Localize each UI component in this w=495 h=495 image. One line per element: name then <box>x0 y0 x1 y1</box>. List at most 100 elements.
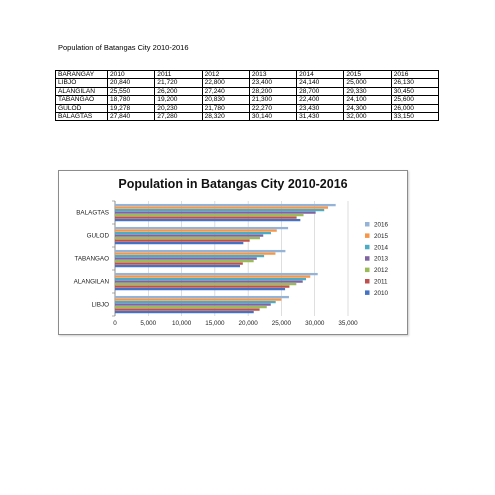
table-row: TABANGAO 18,780 19,200 20,830 21,300 22,400 24… <box>55 95 440 105</box>
category-label: BALAGTAS <box>76 210 109 217</box>
x-tick-label: 10,000 <box>172 320 192 327</box>
bar-libjo-2012 <box>115 305 267 309</box>
bar-gulod-2016 <box>115 226 289 230</box>
document-title: Population of Batangas City 2010-2016 <box>58 43 189 52</box>
table-cell: 25,600 <box>390 95 440 105</box>
bar-tabangao-2012 <box>115 259 254 263</box>
bar-gulod-2011 <box>115 239 250 242</box>
bar-libjo-2013 <box>115 303 271 306</box>
bar-tabangao-2011 <box>115 262 243 265</box>
table-cell: 25,550 <box>106 86 156 97</box>
table-header-cell: 2015 <box>343 69 392 80</box>
table-cell: 24,140 <box>296 78 345 88</box>
table-cell: 28,320 <box>201 112 250 122</box>
table-cell: 29,330 <box>343 86 392 97</box>
table-header-cell: BARANGAY <box>55 69 108 80</box>
chart-plot-area: 0 5,000 10,000 15,000 20,000 25,000 30,000 35,0… <box>74 200 389 327</box>
table-cell: 28,200 <box>248 86 298 97</box>
table-cell: 19,200 <box>154 95 203 105</box>
legend-swatch-2016 <box>365 222 370 227</box>
table-header-row: BARANGAY 2010 2011 2012 2013 2014 2015 2016 <box>55 69 440 80</box>
table-cell: 26,000 <box>390 103 440 114</box>
bar-gulod-2013 <box>115 234 264 237</box>
legend-swatch-2010 <box>365 290 370 295</box>
legend-swatch-2015 <box>365 233 370 238</box>
table-cell: 28,700 <box>296 86 345 97</box>
table-cell: 27,240 <box>201 86 250 97</box>
legend-swatch-2013 <box>365 256 370 261</box>
bar-gulod-2010 <box>115 241 244 245</box>
bar-balagtas-2011 <box>115 216 297 219</box>
x-tick-label: 15,000 <box>205 320 225 327</box>
bar-tabangao-2013 <box>115 257 257 260</box>
bar-alangilan-2012 <box>115 282 297 286</box>
x-tick-label: 30,000 <box>305 320 325 327</box>
bar-tabangao-2015 <box>115 252 276 255</box>
category-label: GULOD <box>87 233 110 240</box>
legend-label: 2016 <box>374 222 389 229</box>
legend-label: 2014 <box>374 244 389 251</box>
legend-swatch-2012 <box>365 267 370 273</box>
table-cell: 30,450 <box>390 86 440 97</box>
bar-gulod-2015 <box>115 229 277 232</box>
table-row-label: ALANGILAN <box>55 86 108 97</box>
legend-swatch-2014 <box>365 244 370 250</box>
bar-alangilan-2010 <box>115 287 286 291</box>
bar-libjo-2015 <box>115 298 282 301</box>
table-row-label: LIBJO <box>55 78 108 88</box>
table-cell: 23,400 <box>248 78 298 88</box>
x-tick-label: 25,000 <box>272 320 292 327</box>
bar-balagtas-2010 <box>115 218 301 222</box>
bar-libjo-2010 <box>115 310 254 314</box>
bar-alangilan-2013 <box>115 280 303 283</box>
bar-alangilan-2011 <box>115 285 290 288</box>
table-cell: 20,230 <box>154 103 203 114</box>
table-cell: 23,430 <box>296 103 345 114</box>
bar-libjo-2016 <box>115 295 289 299</box>
bar-alangilan-2016 <box>115 272 318 276</box>
table-cell: 33,150 <box>390 112 440 122</box>
table-cell: 26,130 <box>390 78 440 88</box>
x-tick-label: 0 <box>113 320 117 327</box>
bar-tabangao-2010 <box>115 264 241 268</box>
table-header-cell: 2011 <box>154 69 203 80</box>
table-cell: 24,300 <box>343 103 392 114</box>
legend-label: 2013 <box>374 256 389 263</box>
x-tick-label: 20,000 <box>239 320 259 327</box>
x-tick-label: 35,000 <box>338 320 358 327</box>
bar-alangilan-2014 <box>115 277 307 281</box>
category-label: ALANGILAN <box>74 279 110 286</box>
population-chart: Population in Batangas City 2010-2016 0 5… <box>58 170 408 335</box>
table-cell: 22,800 <box>201 78 250 88</box>
table-cell: 19,278 <box>106 103 156 114</box>
table-row-label: GULOD <box>55 103 108 114</box>
table-row-label: BALAGTAS <box>55 112 108 122</box>
table-cell: 21,720 <box>154 78 203 88</box>
x-tick-label: 5,000 <box>140 320 156 327</box>
table-header-cell: 2016 <box>390 69 440 80</box>
category-label: TABANGAO <box>74 256 109 263</box>
table-header-cell: 2014 <box>296 69 345 80</box>
table-row: BALAGTAS 27,840 27,280 28,320 30,140 31,430 32… <box>55 112 440 122</box>
bar-balagtas-2014 <box>115 208 325 212</box>
bar-tabangao-2014 <box>115 254 265 258</box>
legend-swatch-2011 <box>365 279 370 284</box>
table-header-cell: 2012 <box>201 69 250 80</box>
bar-gulod-2012 <box>115 236 260 240</box>
legend-label: 2011 <box>374 279 388 286</box>
bar-tabangao-2016 <box>115 249 286 253</box>
table-cell: 32,000 <box>343 112 392 122</box>
table-cell: 30,140 <box>248 112 298 122</box>
table-header-cell: 2010 <box>106 69 156 80</box>
table-cell: 20,840 <box>106 78 156 88</box>
bar-balagtas-2016 <box>115 203 336 207</box>
bar-libjo-2011 <box>115 308 260 311</box>
table-cell: 22,400 <box>296 95 345 105</box>
table-row: ALANGILAN 25,550 26,200 27,240 28,200 28,700 2… <box>55 86 440 97</box>
legend-label: 2010 <box>374 290 389 297</box>
bar-balagtas-2012 <box>115 213 304 217</box>
table-row: LIBJO 20,840 21,720 22,800 23,400 24,140 25,00… <box>55 78 440 88</box>
table-cell: 21,780 <box>201 103 250 114</box>
table-cell: 26,200 <box>154 86 203 97</box>
bar-balagtas-2015 <box>115 206 329 209</box>
